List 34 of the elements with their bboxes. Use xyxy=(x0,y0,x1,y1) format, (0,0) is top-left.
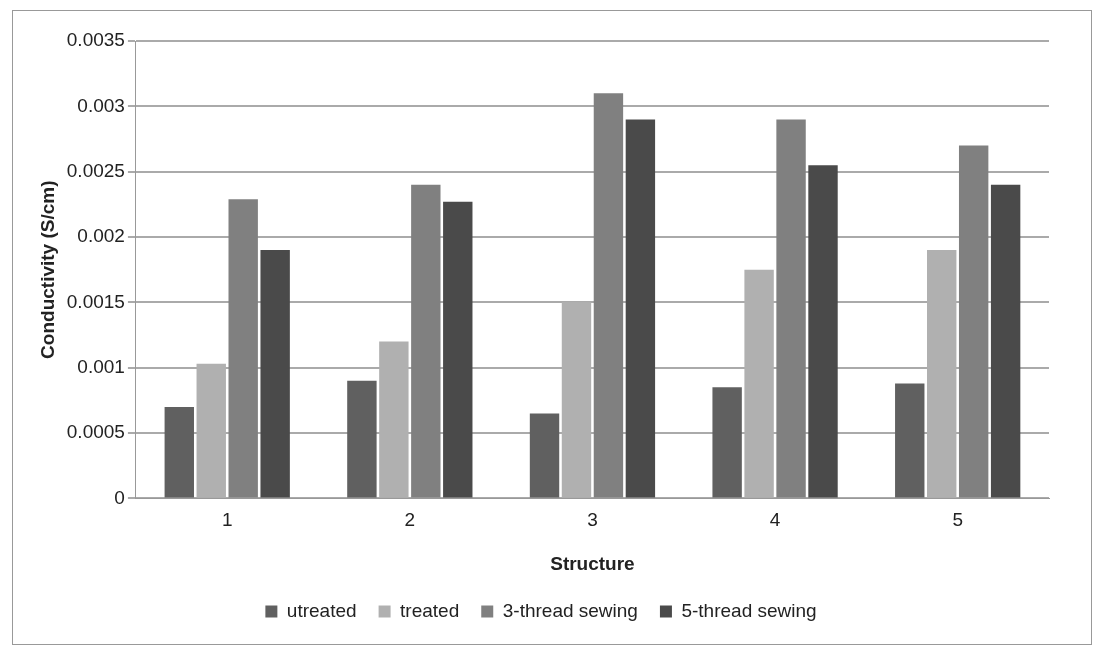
bar xyxy=(347,380,377,498)
bar xyxy=(529,413,560,498)
bar xyxy=(712,387,742,498)
y-tick-label: 0.0025 xyxy=(66,159,125,181)
y-tick-label: 0.0015 xyxy=(66,290,125,312)
y-tick-label: 0 xyxy=(114,486,125,508)
bar xyxy=(808,165,838,498)
y-tick-label: 0.003 xyxy=(77,94,125,116)
bar xyxy=(443,201,473,498)
legend-label: 3-thread sewing xyxy=(502,599,638,621)
x-tick-label: 3 xyxy=(587,509,598,531)
y-tick-label: 0.001 xyxy=(77,355,125,377)
bar xyxy=(164,406,194,498)
bar xyxy=(228,199,258,498)
bar xyxy=(990,184,1021,498)
bar xyxy=(776,119,806,498)
legend-label: 5-thread sewing xyxy=(681,599,817,621)
x-tick-label: 2 xyxy=(404,509,416,531)
bar xyxy=(625,119,656,498)
y-tick-label: 0.002 xyxy=(77,225,125,247)
bar xyxy=(895,383,925,498)
y-tick-label: 0.0005 xyxy=(66,421,125,443)
bar xyxy=(411,184,441,498)
bar xyxy=(593,93,624,498)
legend-label: utreated xyxy=(286,599,357,621)
legend-label: treated xyxy=(400,599,460,621)
x-tick-label: 5 xyxy=(952,509,963,531)
x-axis-title: Structure xyxy=(550,552,635,574)
y-axis-title: Conductivity (S/cm) xyxy=(36,180,58,359)
x-tick-label: 1 xyxy=(221,509,233,531)
y-tick-label: 0.0035 xyxy=(66,29,125,51)
bar xyxy=(260,250,290,498)
x-tick-label: 4 xyxy=(769,509,781,531)
bar xyxy=(958,145,989,498)
